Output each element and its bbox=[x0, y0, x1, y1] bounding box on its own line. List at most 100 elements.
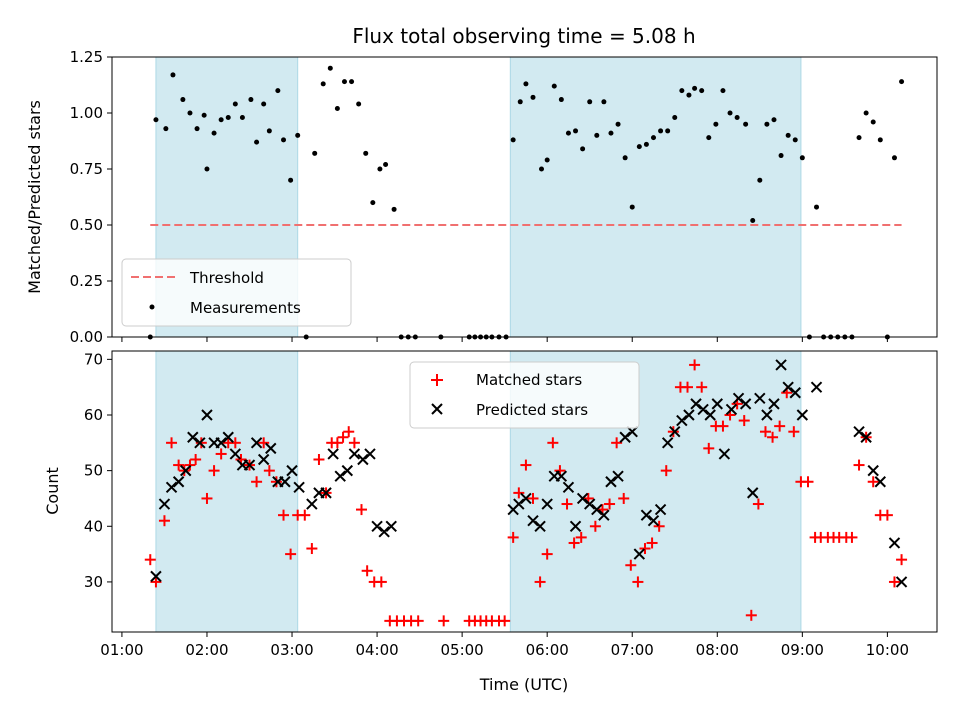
predicted-star-point bbox=[341, 464, 354, 477]
measurement-point bbox=[349, 79, 355, 85]
measurement-point bbox=[792, 137, 798, 143]
top-plot-frame bbox=[111, 56, 938, 338]
top-panel: 0.00 0.25 0.50 0.75 1.00 1.25 Matched/Predict… bbox=[25, 48, 938, 346]
measurement-point bbox=[539, 166, 545, 172]
measurement-point bbox=[266, 128, 272, 134]
measurement-point bbox=[799, 155, 805, 161]
top-y-tick-label: 0.00 bbox=[70, 328, 103, 346]
predicted-star-point bbox=[768, 398, 780, 410]
matched-star-point bbox=[343, 426, 355, 438]
matched-star-point bbox=[667, 426, 679, 438]
predicted-star-point bbox=[327, 448, 339, 460]
matched-star-point bbox=[150, 576, 162, 588]
matched-star-point bbox=[215, 448, 227, 460]
top-legend-box bbox=[121, 258, 352, 327]
predicted-star-point bbox=[286, 464, 298, 477]
predicted-star-point bbox=[789, 387, 801, 399]
predicted-star-point bbox=[250, 437, 263, 449]
predicted-star-point bbox=[605, 476, 617, 488]
measurement-point bbox=[764, 121, 770, 127]
matched-star-point bbox=[337, 431, 349, 443]
matched-star-point bbox=[438, 615, 450, 627]
matched-star-point bbox=[646, 537, 658, 549]
predicted-star-point bbox=[172, 476, 185, 488]
predicted-star-point bbox=[583, 498, 596, 510]
top-shaded-intervals bbox=[155, 56, 802, 338]
matched-star-point bbox=[696, 381, 708, 393]
matched-star-point bbox=[767, 431, 779, 443]
matched-star-point bbox=[158, 515, 170, 527]
measurement-point bbox=[750, 218, 756, 224]
matched-star-point bbox=[867, 476, 879, 488]
measurement-point bbox=[356, 101, 362, 107]
measurement-point bbox=[288, 177, 294, 183]
measurement-point bbox=[370, 200, 376, 206]
top-y-tick-label: 0.50 bbox=[70, 216, 103, 234]
measurement-point bbox=[891, 155, 897, 161]
bottom-y-tick-label: 50 bbox=[84, 462, 103, 480]
top-y-tick-label: 1.25 bbox=[70, 48, 103, 66]
predicted-star-point bbox=[520, 492, 532, 505]
matched-star-point bbox=[653, 520, 665, 532]
measurement-point bbox=[530, 94, 536, 100]
matched-star-point bbox=[507, 531, 519, 543]
measurement-point bbox=[377, 166, 383, 172]
predicted-star-point bbox=[704, 409, 716, 421]
matched-star-point bbox=[639, 543, 651, 555]
predicted-star-point bbox=[194, 437, 206, 449]
matched-star-point bbox=[625, 559, 637, 571]
matched-star-point bbox=[412, 615, 424, 627]
matched-star-point bbox=[660, 465, 672, 477]
matched-star-point bbox=[788, 426, 800, 438]
predicted-star-point bbox=[257, 453, 270, 466]
measurement-point bbox=[281, 137, 287, 143]
predicted-star-point bbox=[754, 392, 766, 405]
measurement-point bbox=[622, 155, 628, 161]
measurement-point bbox=[877, 137, 883, 143]
legend-threshold-label: Threshold bbox=[189, 269, 264, 287]
measurement-point bbox=[187, 110, 193, 116]
measurement-point bbox=[658, 128, 664, 134]
predicted-star-point bbox=[619, 431, 631, 443]
measurement-point bbox=[523, 81, 529, 87]
predicted-star-point bbox=[513, 498, 525, 510]
measurement-points bbox=[147, 65, 905, 340]
x-tick-label: 06:00 bbox=[526, 641, 569, 659]
measurement-point bbox=[248, 97, 254, 103]
measurement-point bbox=[295, 132, 301, 138]
predicted-star-point bbox=[527, 515, 539, 527]
matched-star-point bbox=[299, 509, 311, 521]
x-tick-label: 04:00 bbox=[355, 641, 398, 659]
predicted-star-point bbox=[229, 448, 242, 460]
measurement-point bbox=[615, 121, 621, 127]
x-tick-label: 05:00 bbox=[441, 641, 484, 659]
measurement-point bbox=[573, 128, 579, 134]
predicted-star-point bbox=[591, 503, 603, 516]
measurement-point bbox=[327, 65, 333, 71]
measurement-point bbox=[510, 137, 516, 143]
predicted-star-point bbox=[747, 487, 759, 499]
top-y-tick-label: 1.00 bbox=[70, 104, 103, 122]
predicted-star-point bbox=[348, 448, 361, 460]
measurement-point bbox=[558, 97, 564, 103]
x-tick-label: 10:00 bbox=[866, 641, 909, 659]
measurement-point bbox=[170, 72, 176, 78]
bottom-panel: 30 40 50 60 70 01:00 02:00 03:00 04:00 05:00 06:0… bbox=[43, 350, 938, 694]
predicted-star-point bbox=[165, 481, 178, 494]
measurement-point bbox=[517, 99, 523, 105]
measurement-point bbox=[211, 130, 217, 136]
measurement-point bbox=[856, 135, 862, 141]
x-axis-label: Time (UTC) bbox=[479, 675, 568, 694]
legend-matched-label: Matched stars bbox=[476, 371, 582, 389]
matched-star-point bbox=[632, 576, 644, 588]
legend-predicted-swatch bbox=[431, 403, 443, 415]
top-legend: Threshold Measurements bbox=[121, 258, 352, 327]
matched-star-point bbox=[618, 492, 630, 504]
measurement-point bbox=[153, 117, 159, 123]
matched-star-point bbox=[144, 554, 156, 566]
measurement-point bbox=[899, 79, 905, 85]
predicted-star-point bbox=[775, 359, 787, 371]
top-y-axis-label: Matched/Predicted stars bbox=[25, 100, 44, 294]
predicted-star-point bbox=[187, 431, 199, 443]
chart-title: Flux total observing time = 5.08 h bbox=[352, 24, 695, 48]
